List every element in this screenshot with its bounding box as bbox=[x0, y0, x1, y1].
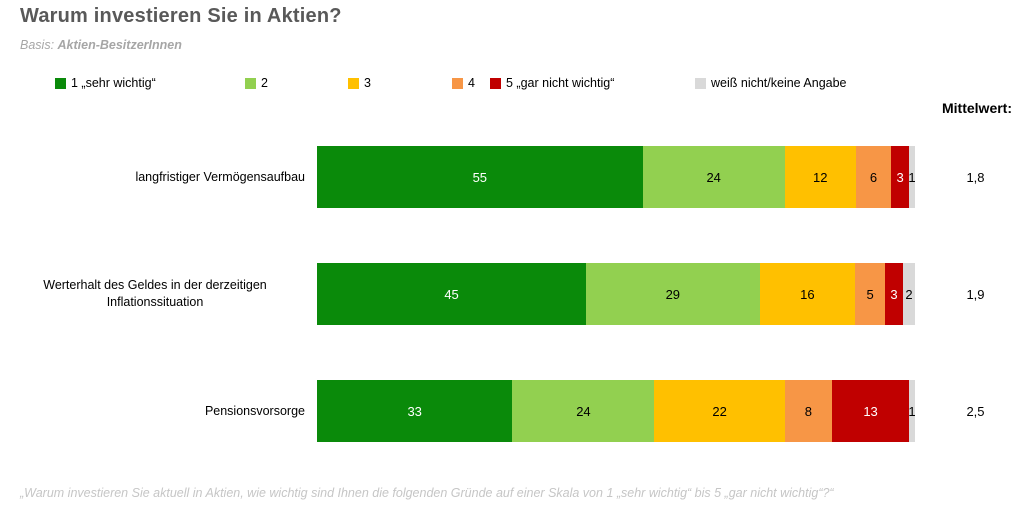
mean-column-header: Mittelwert: bbox=[942, 100, 1012, 116]
legend-swatch-icon bbox=[55, 77, 66, 89]
segment-value: 3 bbox=[896, 169, 904, 185]
legend: 1 „sehr wichtig“ 2 3 4 5 „gar nicht wichtig“… bbox=[0, 76, 1022, 98]
segment-value: 1 bbox=[908, 403, 916, 419]
segment-value: 6 bbox=[869, 169, 878, 185]
legend-swatch-icon bbox=[695, 77, 706, 89]
legend-label: weiß nicht/keine Angabe bbox=[711, 76, 847, 90]
legend-label: 1 „sehr wichtig“ bbox=[71, 76, 156, 90]
mean-value: 2,5 bbox=[966, 403, 985, 419]
bar-segment: 3 bbox=[891, 146, 910, 208]
bar-row: Werterhalt des Geldes in der derzeitigen… bbox=[0, 263, 1022, 325]
subtitle-prefix: Basis: bbox=[20, 38, 58, 52]
legend-swatch-icon bbox=[490, 77, 501, 89]
bar-segment: 5 bbox=[855, 263, 886, 325]
category-label: Werterhalt des Geldes in der derzeitigen… bbox=[43, 278, 267, 309]
legend-item: weiß nicht/keine Angabe bbox=[695, 76, 847, 90]
bar-segment: 12 bbox=[784, 146, 856, 208]
footnote: „Warum investieren Sie aktuell in Aktien… bbox=[20, 486, 834, 500]
chart-rows: langfristiger Vermögensaufbau 55 24 12 6 3 1 1,… bbox=[0, 146, 1022, 497]
bar-segment: 24 bbox=[512, 380, 655, 442]
bar-segment: 24 bbox=[642, 146, 785, 208]
legend-label: 5 „gar nicht wichtig“ bbox=[506, 76, 615, 90]
segment-value: 16 bbox=[800, 286, 815, 302]
legend-swatch-icon bbox=[348, 77, 359, 89]
category-label-cell: langfristiger Vermögensaufbau bbox=[0, 169, 305, 186]
legend-swatch-icon bbox=[245, 77, 256, 89]
bar-segment: 1 bbox=[908, 146, 916, 208]
bar-segment: 3 bbox=[885, 263, 903, 325]
legend-label: 3 bbox=[364, 76, 371, 90]
segment-value: 33 bbox=[407, 403, 422, 419]
bar-segment: 1 bbox=[908, 380, 916, 442]
bar-track: 45 29 16 5 3 2 bbox=[317, 263, 915, 325]
subtitle-basis: Aktien-BesitzerInnen bbox=[57, 38, 182, 52]
bar-segment: 13 bbox=[832, 380, 910, 442]
segment-value: 29 bbox=[665, 286, 681, 302]
bar-segment: 8 bbox=[784, 380, 833, 442]
legend-label: 4 bbox=[468, 76, 475, 90]
legend-item: 4 bbox=[452, 76, 475, 90]
bar-segment: 2 bbox=[903, 263, 915, 325]
bar-segment: 45 bbox=[317, 263, 587, 325]
segment-value: 55 bbox=[472, 169, 488, 185]
bar-segment: 33 bbox=[317, 380, 513, 442]
category-label-cell: Werterhalt des Geldes in der derzeitigen… bbox=[0, 277, 305, 311]
bar-segment: 6 bbox=[855, 146, 892, 208]
bar-row: langfristiger Vermögensaufbau 55 24 12 6 3 1 1,… bbox=[0, 146, 1022, 208]
bar-segment: 16 bbox=[759, 263, 856, 325]
bar-track: 55 24 12 6 3 1 bbox=[317, 146, 916, 208]
category-label: Pensionsvorsorge bbox=[204, 403, 305, 418]
subtitle: Basis: Aktien-BesitzerInnen bbox=[20, 38, 182, 52]
bar-row: Pensionsvorsorge 33 24 22 8 13 1 2,5 bbox=[0, 380, 1022, 442]
segment-value: 24 bbox=[706, 169, 721, 185]
page-title: Warum investieren Sie in Aktien? bbox=[20, 5, 342, 27]
segment-value: 45 bbox=[444, 286, 459, 302]
legend-item: 2 bbox=[245, 76, 268, 90]
legend-item: 1 „sehr wichtig“ bbox=[55, 76, 156, 90]
segment-value: 12 bbox=[813, 169, 828, 185]
bar-track: 33 24 22 8 13 1 bbox=[317, 380, 916, 442]
segment-value: 5 bbox=[866, 286, 874, 302]
bar-segment: 22 bbox=[654, 380, 785, 442]
legend-item: 5 „gar nicht wichtig“ bbox=[490, 76, 614, 90]
legend-label: 2 bbox=[261, 76, 268, 90]
category-label-cell: Pensionsvorsorge bbox=[0, 403, 305, 420]
segment-value: 3 bbox=[890, 286, 898, 302]
segment-value: 13 bbox=[863, 403, 878, 419]
legend-swatch-icon bbox=[452, 77, 463, 89]
segment-value: 1 bbox=[908, 169, 916, 185]
segment-value: 2 bbox=[905, 286, 913, 302]
segment-value: 22 bbox=[712, 403, 727, 419]
mean-value: 1,8 bbox=[966, 169, 985, 185]
mean-value: 1,9 bbox=[966, 286, 985, 302]
bar-segment: 55 bbox=[317, 146, 643, 208]
segment-value: 24 bbox=[576, 403, 591, 419]
legend-item: 3 bbox=[348, 76, 371, 90]
bar-segment: 29 bbox=[586, 263, 760, 325]
category-label: langfristiger Vermögensaufbau bbox=[135, 169, 305, 184]
segment-value: 8 bbox=[804, 403, 813, 419]
